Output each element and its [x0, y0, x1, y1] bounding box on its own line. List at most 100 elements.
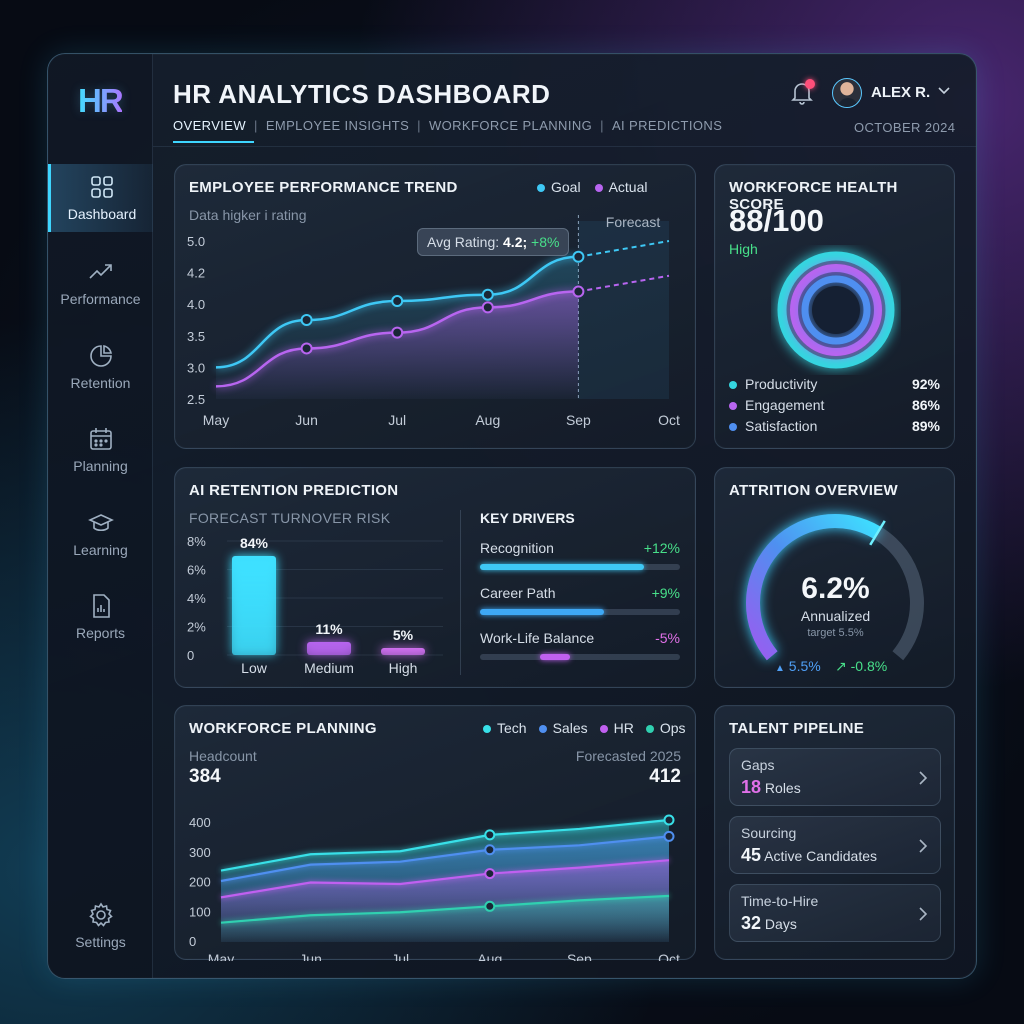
data-point	[484, 829, 496, 841]
health-score-card: WORKFORCE HEALTH SCORE 88/100 High Produ…	[714, 164, 955, 449]
pipeline-item-label: Time-to-Hire	[741, 893, 819, 909]
data-point	[481, 288, 494, 301]
forecast-value: 412	[649, 766, 681, 787]
tab-bar: OVERVIEW | EMPLOYEE INSIGHTS | WORKFORCE…	[173, 118, 730, 143]
sidebar-item-retention[interactable]: Retention	[48, 333, 153, 401]
retention-icon	[89, 345, 112, 367]
metric-label: Engagement	[745, 397, 825, 413]
y-tick-label: 5.0	[187, 234, 205, 249]
y-tick-label: 2.5	[187, 392, 205, 407]
series-forecast-actual	[578, 274, 670, 293]
user-name[interactable]: ALEX R.	[871, 84, 931, 101]
series-area-ops	[221, 895, 669, 942]
driver-label: Career Path	[480, 585, 556, 601]
sidebar-item-performance[interactable]: Performance	[48, 249, 153, 317]
pipeline-item-time-to-hire[interactable]: Time-to-Hire 32 Days	[729, 884, 941, 942]
sidebar-item-dashboard[interactable]: Dashboard	[48, 164, 153, 232]
driver-track	[480, 654, 680, 660]
planning-legend: Tech Sales HR Ops	[483, 720, 686, 736]
risk-bar-chart: 8% 6% 4% 2% 0 84% Low 11% Medium 5% High	[187, 534, 443, 676]
x-tick-label: Jul	[388, 412, 406, 428]
sidebar-item-learning[interactable]: Learning	[48, 500, 153, 568]
data-point	[391, 295, 404, 308]
performance-card: EMPLOYEE PERFORMANCE TREND Goal Actual D…	[174, 164, 696, 449]
card-title: WORKFORCE PLANNING	[189, 720, 377, 737]
data-point	[484, 900, 496, 912]
tab-employee-insights[interactable]: EMPLOYEE INSIGHTS	[265, 118, 410, 133]
x-tick-label: Jun	[299, 951, 322, 961]
driver-row: Recognition +12%	[480, 540, 680, 580]
pipeline-item-number: 18	[741, 777, 762, 797]
chevron-down-icon[interactable]	[937, 84, 951, 98]
driver-label: Work-Life Balance	[480, 630, 595, 646]
card-title: ATTRITION OVERVIEW	[729, 482, 899, 499]
gear-icon	[88, 902, 113, 927]
health-rings	[777, 251, 895, 369]
series-forecast-goal	[578, 240, 670, 258]
avatar[interactable]	[832, 78, 862, 108]
sidebar-item-settings[interactable]: Settings	[48, 892, 153, 960]
attrition-target: target 5.5%	[807, 627, 864, 639]
sidebar-item-planning[interactable]: Planning	[48, 416, 153, 484]
y-tick-label: 100	[189, 904, 211, 919]
app-logo: HR	[78, 82, 124, 119]
driver-change: -5%	[655, 630, 680, 646]
metric-dot	[729, 402, 737, 411]
chevron-right-icon	[919, 907, 928, 921]
tab-ai-predictions[interactable]: AI PREDICTIONS	[611, 118, 723, 133]
x-tick-label: Oct	[658, 951, 680, 961]
chevron-right-icon	[919, 771, 928, 785]
header-divider	[153, 146, 976, 147]
y-tick-label: 300	[189, 845, 211, 860]
health-metric-engagement: Engagement 86%	[729, 397, 940, 413]
tab-overview[interactable]: OVERVIEW	[173, 118, 255, 143]
driver-label: Recognition	[480, 540, 554, 556]
data-point	[663, 830, 675, 842]
data-point	[572, 250, 585, 263]
pipeline-item-gaps[interactable]: Gaps 18 Roles	[729, 748, 941, 806]
data-point	[481, 301, 494, 314]
sidebar-item-reports[interactable]: Reports	[48, 583, 153, 651]
app-window: HR Dashboard Performance Retention	[47, 53, 977, 979]
pipeline-item-value: 18 Roles	[741, 777, 801, 798]
x-tick-label: High	[389, 660, 418, 676]
chart-subtitle: Data higker i rating	[189, 207, 307, 223]
series-line-sales	[220, 835, 670, 883]
driver-change: +9%	[651, 585, 680, 601]
series-area-actual	[216, 291, 579, 399]
metric-dot	[729, 381, 737, 390]
health-score-value: 88/100	[729, 203, 824, 238]
legend-item-goal: Goal	[537, 179, 581, 195]
report-icon	[92, 594, 110, 618]
bar-low	[232, 556, 276, 655]
x-tick-label: Low	[241, 660, 268, 676]
driver-row: Career Path +9%	[480, 585, 680, 625]
series-line-ops	[220, 894, 670, 924]
gauge-marker	[869, 520, 886, 546]
x-tick-label: May	[203, 412, 229, 428]
notification-badge	[805, 79, 815, 89]
pipeline-item-sourcing[interactable]: Sourcing 45 Active Candidates	[729, 816, 941, 874]
performance-legend: Goal Actual	[537, 179, 648, 195]
headcount-label: Headcount	[189, 748, 257, 764]
legend-item-tech: Tech	[483, 720, 527, 736]
data-point	[484, 868, 496, 880]
forecast-region	[578, 221, 669, 399]
tab-workforce-planning[interactable]: WORKFORCE PLANNING	[428, 118, 593, 133]
legend-item-hr: HR	[599, 720, 634, 736]
sidebar: HR Dashboard Performance Retention	[48, 54, 153, 978]
y-tick-label: 3.5	[187, 329, 205, 344]
x-tick-label: May	[208, 951, 234, 961]
y-tick-label: 200	[189, 875, 211, 890]
bar-value-label: 11%	[315, 621, 343, 637]
trend-icon	[88, 264, 112, 279]
sidebar-item-label: Dashboard	[67, 206, 137, 222]
sidebar-item-label: Planning	[73, 458, 128, 474]
data-point	[484, 844, 496, 856]
driver-bar	[540, 654, 570, 660]
data-point	[572, 285, 585, 298]
attrition-stat-change: ↗ -0.8%	[835, 658, 888, 674]
bar-value-label: 5%	[393, 627, 414, 643]
series-line-tech	[220, 818, 670, 872]
y-tick-label: 8%	[187, 534, 206, 549]
